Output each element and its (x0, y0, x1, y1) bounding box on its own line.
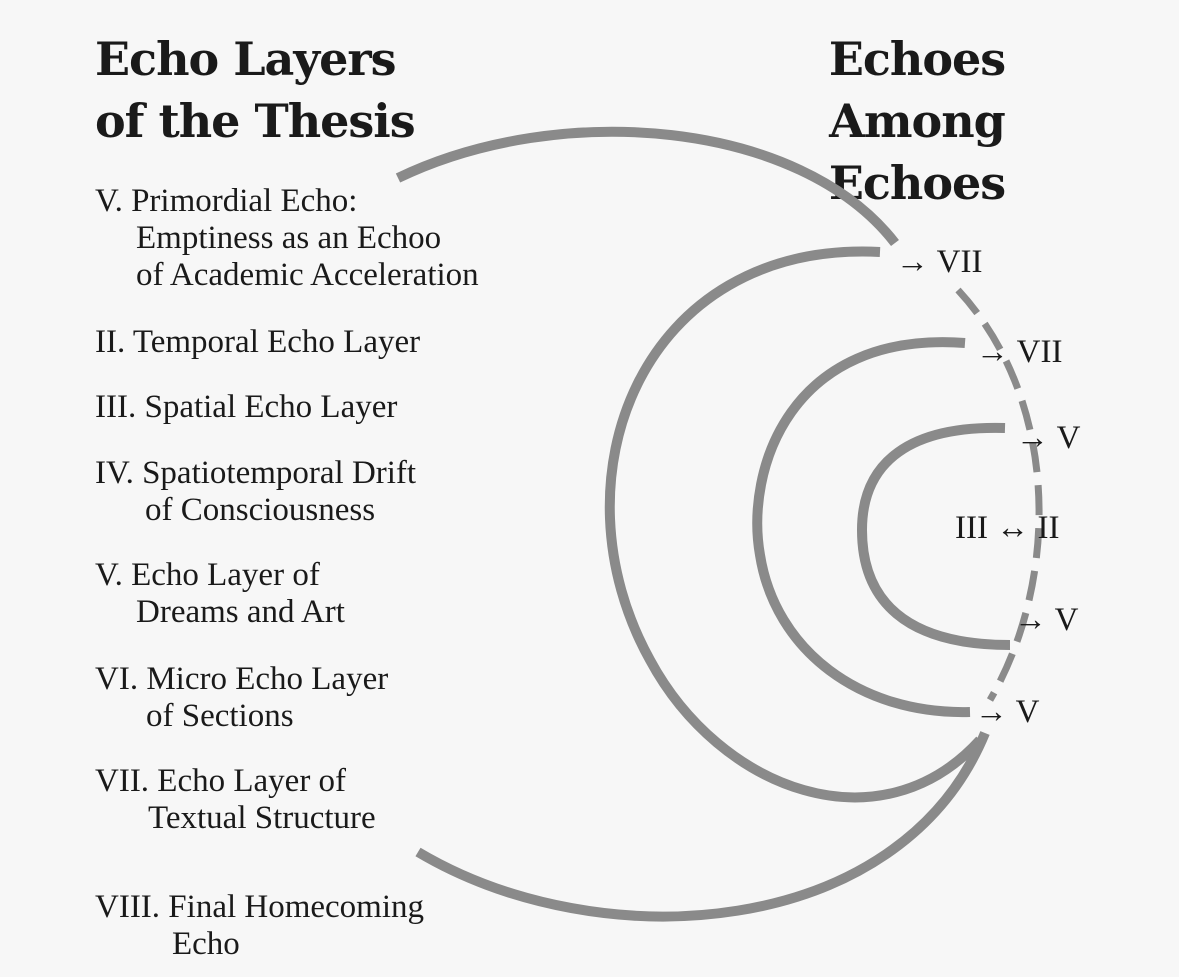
layer-line: III. Spatial Echo Layer (95, 389, 398, 425)
layer-line: VIII. Final Homecoming (95, 889, 425, 925)
layer-item-micro-echo: VI. Micro Echo Layer of Sections (95, 661, 388, 735)
echo-arc-primordial (395, 126, 899, 247)
layer-line: of Sections (146, 698, 294, 734)
echo-arc-inner (856, 422, 1011, 650)
layer-item-dreams-and-art: V. Echo Layer of Dreams and Art (95, 557, 345, 631)
echo-mark: → V (1014, 602, 1079, 638)
layer-line: Emptiness as an Echoo (136, 220, 442, 256)
layer-line: VI. Micro Echo Layer (95, 661, 389, 697)
layer-item-spatiotemporal-drift: IV. Spatiotemporal Drift of Consciousnes… (95, 455, 416, 529)
layer-line: Textual Structure (148, 800, 376, 836)
right-title-line-1: Echoes Among (828, 32, 1006, 148)
layer-line: VII. Echo Layer of (95, 763, 347, 799)
left-title: Echo Layers of the Thesis (95, 28, 416, 152)
layer-item-primordial-echo: V. Primordial Echo: Emptiness as an Echo… (95, 183, 479, 294)
echo-arc-homecoming (415, 731, 990, 922)
layer-line: of Consciousness (145, 492, 376, 528)
echo-mark: → V (1016, 420, 1081, 456)
layer-item-textual-structure: VII. Echo Layer of Textual Structure (95, 763, 376, 837)
layer-line: IV. Spatiotemporal Drift (95, 455, 417, 491)
layer-item-final-homecoming: VIII. Final Homecoming Echo (95, 889, 424, 963)
echo-arc-outer (604, 246, 984, 803)
layer-item-spatial-echo: III. Spatial Echo Layer (95, 389, 397, 426)
echo-mark: → VII (896, 244, 982, 280)
echo-mark: III ↔ II (955, 510, 1059, 546)
left-title-line-1: Echo Layers (95, 32, 396, 86)
layer-line: Dreams and Art (136, 594, 345, 630)
layer-line: II. Temporal Echo Layer (95, 324, 421, 360)
layer-line: V. Primordial Echo: (95, 183, 358, 219)
left-title-line-2: of the Thesis (95, 94, 416, 148)
layer-line: Echo (172, 926, 240, 962)
layer-item-temporal-echo: II. Temporal Echo Layer (95, 324, 420, 361)
layer-line: V. Echo Layer of (95, 557, 320, 593)
echo-mark: → VII (976, 334, 1062, 370)
echo-arc-middle (752, 337, 971, 718)
layer-line: of Academic Acceleration (136, 257, 479, 293)
echo-mark: → V (975, 694, 1040, 730)
echo-connector-dashed (955, 287, 1043, 702)
